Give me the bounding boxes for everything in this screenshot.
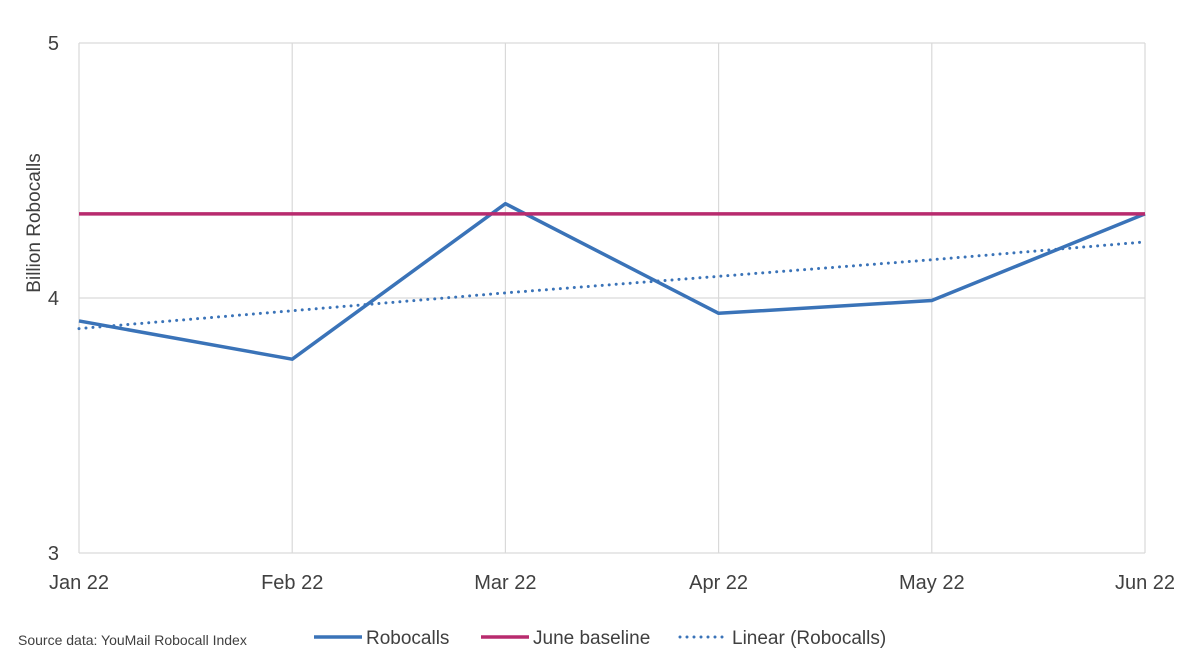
series-line-linear-robocalls xyxy=(77,240,1147,331)
y-tick-label: 4 xyxy=(48,288,59,310)
x-tick-label: Apr 22 xyxy=(689,572,748,594)
y-tick-labels: 3 4 5 xyxy=(48,33,59,565)
grid-lines xyxy=(78,42,1146,554)
legend-label: Linear (Robocalls) xyxy=(732,628,886,649)
legend-label: June baseline xyxy=(533,628,650,649)
y-tick-label: 5 xyxy=(48,33,59,55)
source-note: Source data: YouMail Robocall Index xyxy=(18,632,247,648)
x-tick-labels: Jan 22 Feb 22 Mar 22 Apr 22 May 22 Jun 22 xyxy=(49,572,1175,594)
y-axis-title: Billion Robocalls xyxy=(24,153,45,292)
x-tick-label: Feb 22 xyxy=(261,572,323,594)
x-tick-label: Jun 22 xyxy=(1115,572,1175,594)
y-tick-label: 3 xyxy=(48,543,59,565)
x-tick-label: May 22 xyxy=(899,572,965,594)
legend: Robocalls June baseline Linear (Robocalls) xyxy=(314,628,886,649)
series-lines xyxy=(77,201,1147,361)
x-tick-label: Mar 22 xyxy=(474,572,536,594)
x-tick-label: Jan 22 xyxy=(49,572,109,594)
legend-label: Robocalls xyxy=(366,628,449,649)
series-line-robocalls xyxy=(78,201,1146,361)
